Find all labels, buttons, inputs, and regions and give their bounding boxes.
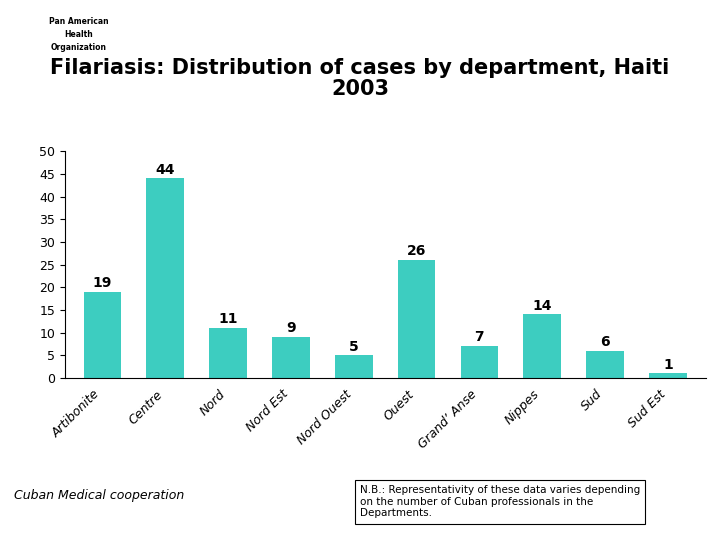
Bar [335, 355, 373, 378]
Bar [586, 351, 624, 378]
Text: Pan American: Pan American [49, 17, 108, 26]
Text: 9: 9 [286, 321, 296, 335]
Text: 6: 6 [600, 335, 610, 349]
Bar [523, 314, 561, 378]
Text: 2003: 2003 [331, 79, 389, 99]
Text: 44: 44 [156, 163, 175, 177]
Bar [272, 337, 310, 378]
Text: 26: 26 [407, 244, 426, 258]
Text: 5: 5 [349, 340, 359, 354]
Bar [210, 328, 247, 378]
Text: Filariasis: Distribution of cases by department, Haiti: Filariasis: Distribution of cases by dep… [50, 57, 670, 78]
Text: 7: 7 [474, 330, 485, 345]
Text: 14: 14 [533, 299, 552, 313]
Bar [84, 292, 122, 378]
Text: 19: 19 [93, 276, 112, 290]
Bar [397, 260, 436, 378]
Text: 1: 1 [663, 357, 672, 372]
Bar [146, 178, 184, 378]
Text: Health: Health [64, 30, 93, 39]
Text: Cuban Medical cooperation: Cuban Medical cooperation [14, 489, 184, 502]
Text: 11: 11 [218, 312, 238, 326]
Bar [461, 346, 498, 378]
Bar [649, 374, 687, 378]
Text: Organization: Organization [50, 43, 107, 52]
Text: N.B.: Representativity of these data varies depending
on the number of Cuban pro: N.B.: Representativity of these data var… [360, 485, 640, 518]
